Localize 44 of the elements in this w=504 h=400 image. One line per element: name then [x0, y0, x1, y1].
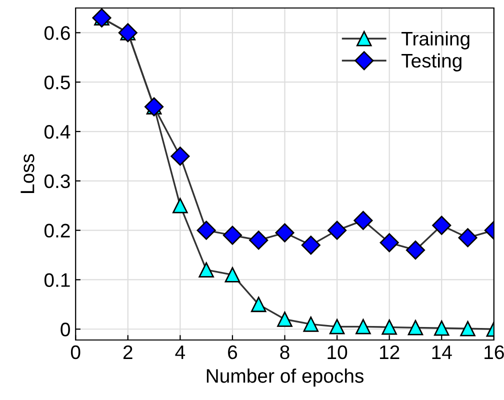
point: [328, 220, 347, 240]
x-tick-label: 6: [228, 345, 238, 360]
point: [249, 230, 268, 250]
point: [458, 228, 478, 248]
y-tick-label: 0.4: [44, 124, 70, 139]
point: [356, 319, 371, 334]
point: [432, 216, 452, 235]
point: [408, 320, 424, 336]
y-tick-label: 0.6: [44, 26, 70, 40]
point: [196, 220, 216, 240]
y-axis-title: Loss: [20, 154, 34, 193]
point: [301, 236, 320, 255]
point: [460, 321, 476, 336]
y-tick-label: 0: [60, 322, 70, 336]
x-axis-title: Number of epochs: [206, 368, 364, 387]
point: [277, 312, 292, 327]
point: [222, 226, 242, 245]
point: [406, 240, 426, 260]
point: [198, 262, 214, 278]
y-tick-label: 0.3: [44, 174, 70, 188]
legend-label: Testing: [402, 53, 462, 72]
point: [172, 198, 188, 214]
x-tick-label: 10: [328, 345, 348, 360]
point: [354, 210, 373, 230]
point: [382, 320, 397, 335]
point: [434, 320, 450, 336]
x-tick-label: 0: [70, 345, 80, 360]
point: [170, 146, 190, 166]
point: [224, 267, 240, 282]
x-tick-label: 14: [432, 346, 452, 359]
point: [250, 296, 266, 312]
point: [303, 316, 319, 332]
legend-label: Training: [402, 31, 470, 50]
point: [380, 233, 399, 252]
y-tick-label: 0.5: [44, 76, 70, 90]
y-tick-label: 0.1: [44, 273, 70, 287]
point: [275, 223, 294, 242]
x-tick-label: 4: [175, 346, 186, 359]
x-tick-label: 8: [280, 345, 290, 360]
x-tick-label: 16: [484, 345, 504, 360]
x-tick-label: 2: [123, 345, 132, 359]
x-tick-label: 12: [380, 345, 400, 359]
y-tick-label: 0.2: [44, 224, 70, 238]
point: [329, 319, 345, 334]
